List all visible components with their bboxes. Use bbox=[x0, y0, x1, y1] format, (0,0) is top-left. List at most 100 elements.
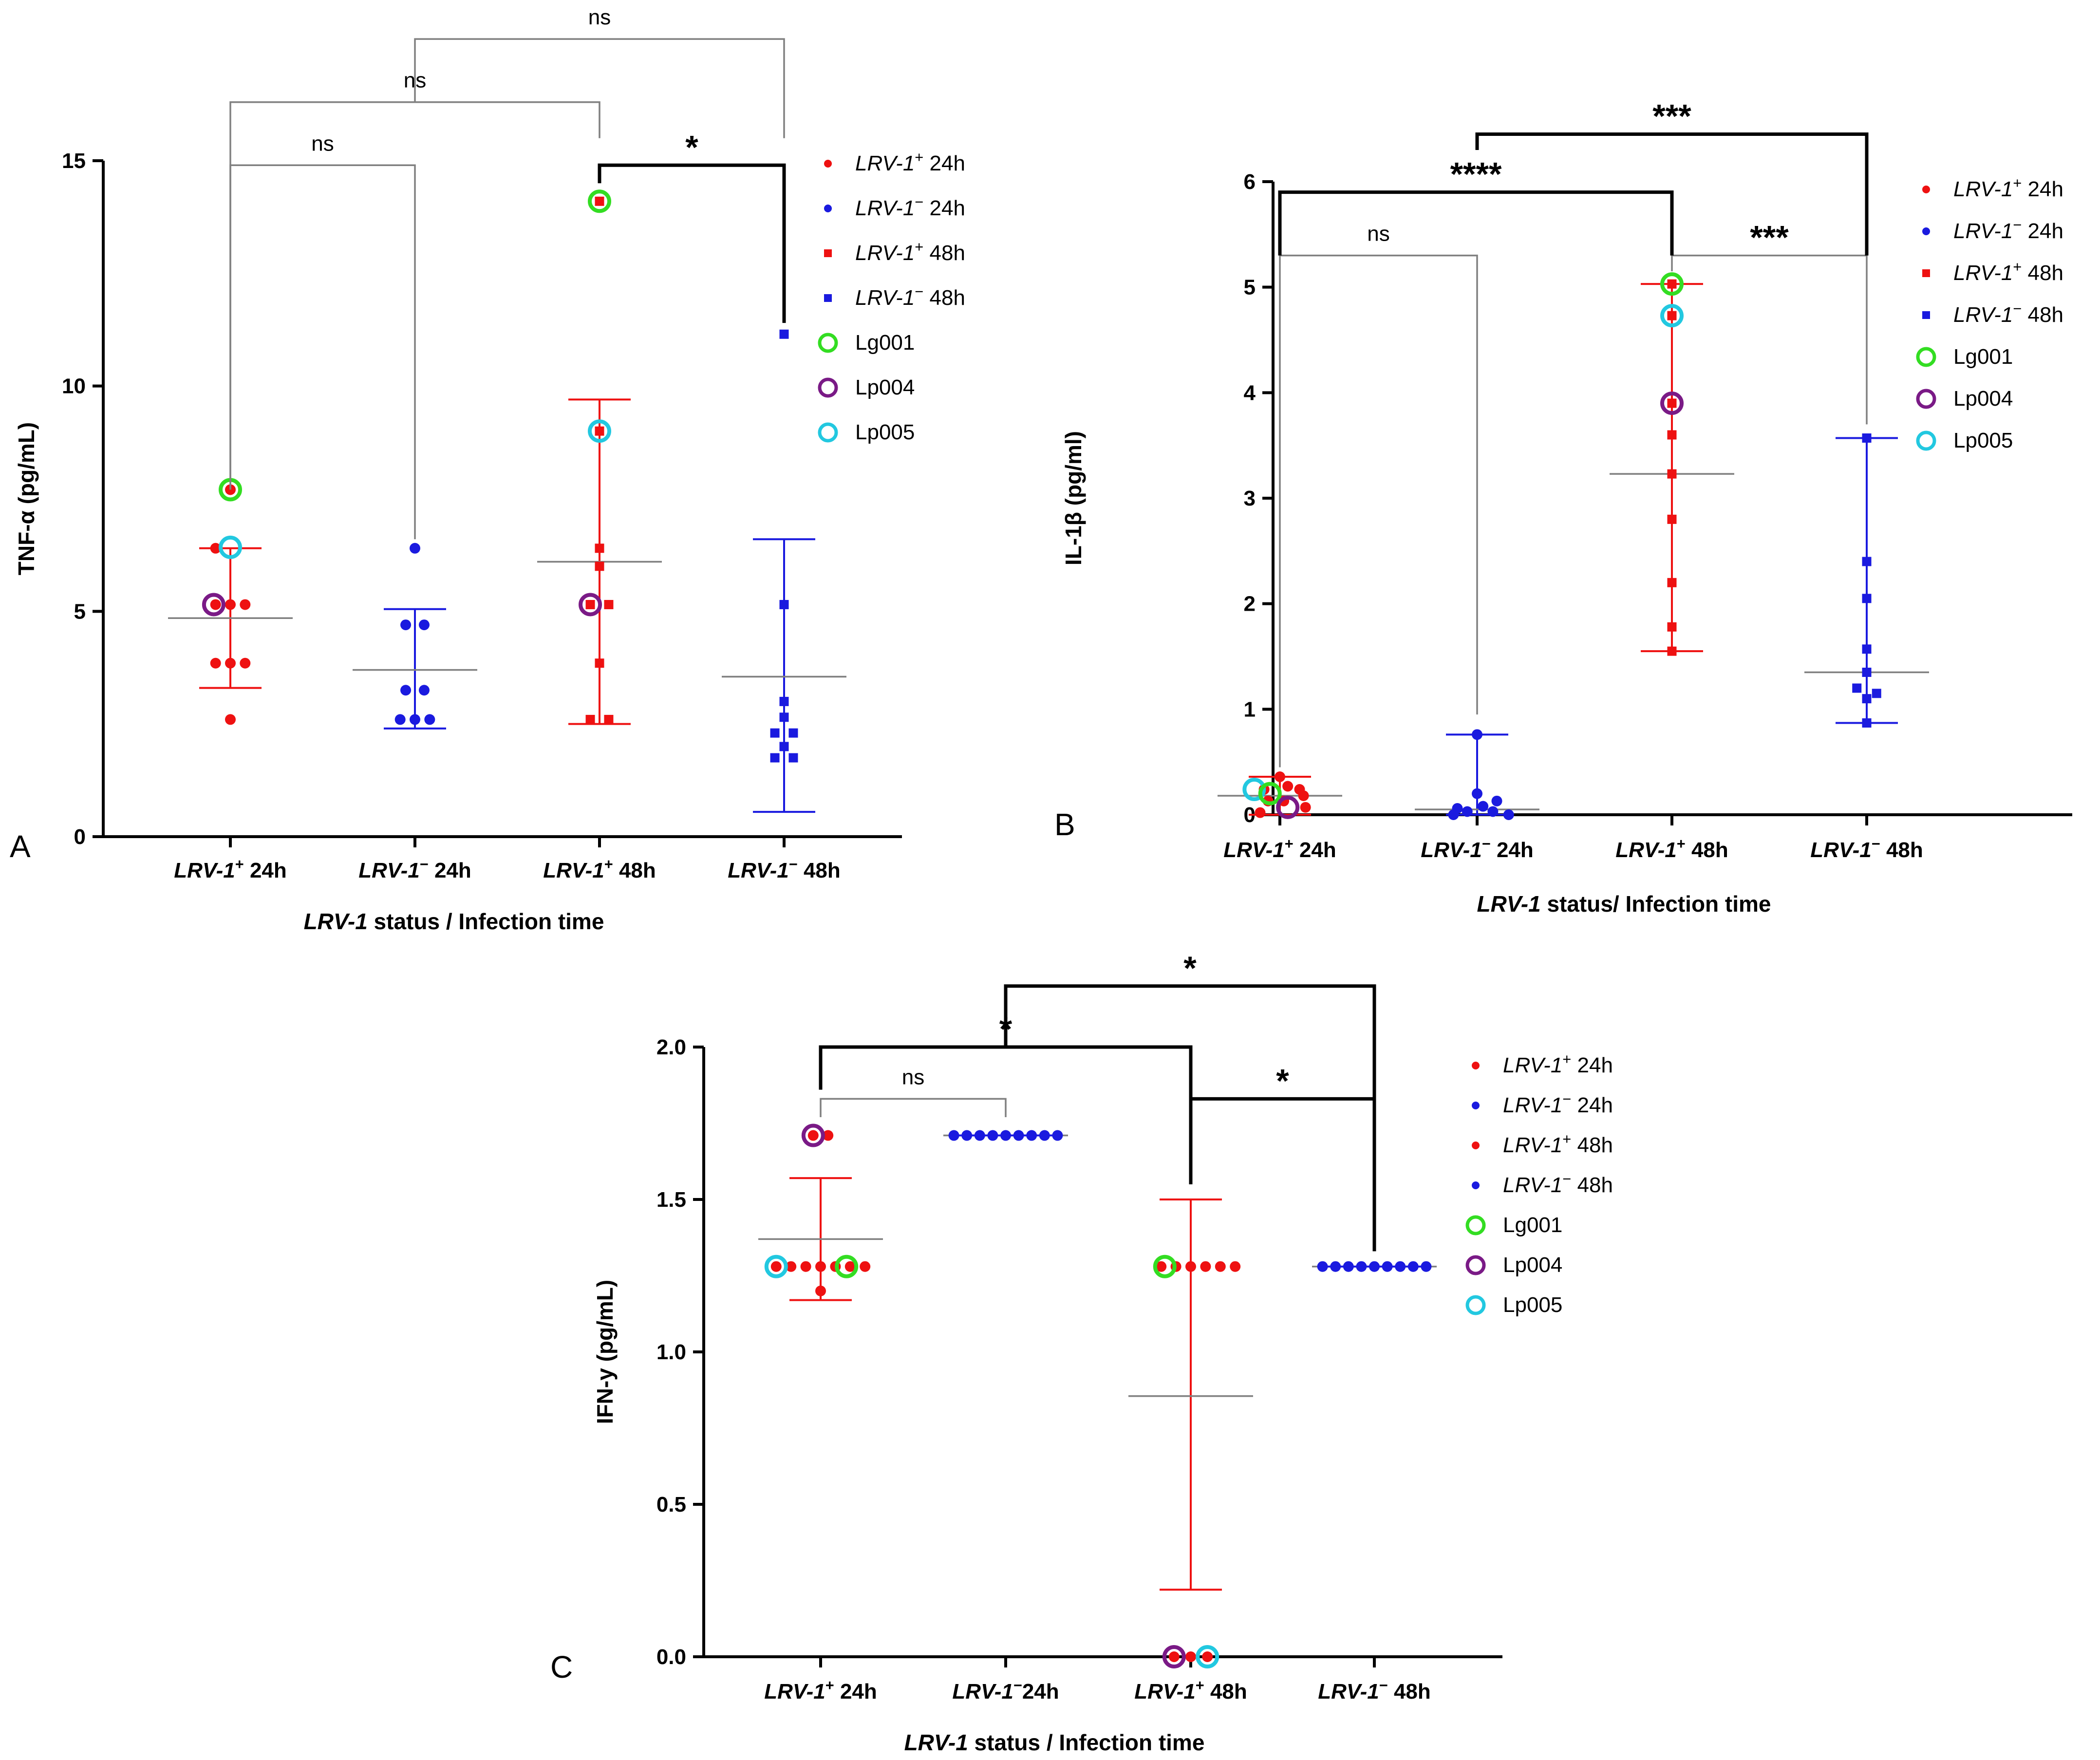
y-tick-label: 0.0 bbox=[656, 1645, 686, 1669]
data-point bbox=[240, 599, 251, 610]
data-point bbox=[788, 753, 798, 763]
significance-label: * bbox=[685, 129, 698, 166]
x-category-label-rest: 24h bbox=[1491, 838, 1534, 862]
highlight-ring-lp005 bbox=[588, 419, 611, 443]
x-category-label-sup: − bbox=[420, 856, 429, 873]
data-point bbox=[1282, 781, 1294, 792]
highlight-ring-lg001 bbox=[1153, 1254, 1177, 1278]
legend-label: LRV-1+ 24h bbox=[855, 149, 965, 176]
data-point bbox=[1185, 1261, 1196, 1272]
data-point bbox=[1667, 514, 1677, 524]
legend-marker-dot bbox=[1472, 1142, 1480, 1149]
y-tick-label: 15 bbox=[62, 149, 86, 173]
legend-label: LRV-1+ 24h bbox=[1503, 1050, 1613, 1078]
y-tick-label: 0.5 bbox=[656, 1493, 686, 1517]
series-1 bbox=[1415, 729, 1539, 820]
x-category-label-italic: LRV-1 bbox=[543, 859, 604, 882]
data-point bbox=[424, 714, 435, 725]
legend-label-italic: LRV-1 bbox=[1503, 1093, 1562, 1117]
x-category-label-rest: 48h bbox=[798, 859, 841, 882]
data-point bbox=[1862, 594, 1872, 603]
data-point bbox=[1200, 1261, 1211, 1272]
legend-label-rest: 24h bbox=[2022, 177, 2063, 201]
data-point bbox=[788, 728, 798, 738]
data-point bbox=[860, 1261, 871, 1272]
legend-marker-ring bbox=[818, 377, 838, 398]
legend-marker-square bbox=[1922, 269, 1930, 277]
legend-marker-ring bbox=[818, 333, 838, 353]
x-category-label-sup: + bbox=[1677, 835, 1686, 852]
significance-label: * bbox=[1183, 950, 1197, 987]
highlight-ring-lp005 bbox=[764, 1254, 788, 1278]
significance-bracket bbox=[1671, 254, 1868, 425]
panel-letter: B bbox=[1054, 807, 1075, 842]
data-point bbox=[394, 714, 406, 725]
legend-label-sup: − bbox=[915, 283, 923, 300]
highlight-ring-lg001 bbox=[1258, 782, 1282, 805]
significance-label: ns bbox=[588, 5, 611, 29]
legend-label: Lg001 bbox=[1953, 345, 2013, 369]
legend-label-sup: − bbox=[1562, 1090, 1571, 1107]
highlight-ring-lp004 bbox=[1660, 392, 1684, 415]
y-tick-label: 3 bbox=[1244, 487, 1256, 510]
significance-bracket bbox=[1279, 254, 1478, 768]
series-3 bbox=[722, 329, 846, 813]
x-axis-title: LRV-1 status / Infection time bbox=[304, 909, 604, 934]
x-category-label-sup: − bbox=[789, 856, 798, 873]
highlight-ring-lp004 bbox=[202, 593, 225, 617]
data-point bbox=[595, 562, 604, 571]
data-point bbox=[585, 599, 595, 609]
legend-marker-ring bbox=[1465, 1295, 1486, 1315]
data-point bbox=[823, 1130, 834, 1141]
data-point bbox=[210, 599, 221, 610]
legend-label: LRV-1− 24h bbox=[1953, 216, 2063, 243]
x-category-label: LRV-1+ 48h bbox=[1615, 835, 1728, 862]
legend-label-italic: LRV-1 bbox=[855, 151, 915, 175]
data-point bbox=[400, 619, 412, 631]
significance-label: *** bbox=[1652, 98, 1691, 135]
data-point bbox=[1872, 689, 1881, 698]
legend-marker-ring bbox=[1465, 1255, 1486, 1275]
legend-label: Lp005 bbox=[1953, 429, 2013, 452]
x-category-label-sup: + bbox=[825, 1677, 834, 1694]
data-point bbox=[779, 696, 789, 706]
data-point bbox=[770, 753, 780, 763]
series-3 bbox=[1804, 433, 1929, 728]
x-category-label-sup: − bbox=[1013, 1677, 1022, 1694]
highlight-ring-lp004 bbox=[1276, 795, 1300, 819]
data-point bbox=[1667, 430, 1677, 440]
data-point bbox=[1862, 694, 1872, 704]
data-point bbox=[595, 426, 604, 436]
data-point bbox=[1667, 469, 1677, 479]
significance-label: ns bbox=[1367, 222, 1389, 246]
significance-bracket bbox=[229, 101, 600, 490]
highlight-ring-lg001 bbox=[835, 1254, 859, 1278]
significance-label: *** bbox=[1750, 219, 1789, 256]
y-axis-title: IL-1β (pg/ml) bbox=[1061, 431, 1086, 565]
x-category-label-rest: 24h bbox=[1022, 1680, 1059, 1704]
legend-label: LRV-1− 48h bbox=[1953, 300, 2063, 327]
data-point bbox=[585, 714, 595, 724]
data-point bbox=[210, 543, 221, 554]
x-axis-title-rest: status / Infection time bbox=[368, 909, 604, 934]
data-point bbox=[1298, 790, 1309, 801]
legend-label: Lp005 bbox=[1503, 1293, 1562, 1317]
legend-marker-dot bbox=[1922, 186, 1930, 193]
series-2 bbox=[537, 196, 662, 725]
x-axis-title-italic: LRV-1 bbox=[904, 1730, 968, 1755]
x-category-label-italic: LRV-1 bbox=[1134, 1680, 1196, 1704]
legend-label-italic: LRV-1 bbox=[855, 196, 915, 220]
data-point bbox=[815, 1261, 826, 1272]
significance-bracket bbox=[1475, 132, 1869, 256]
y-tick-label: 5 bbox=[1244, 276, 1256, 300]
data-point bbox=[1230, 1261, 1241, 1272]
x-category-label-rest: 24h bbox=[834, 1680, 877, 1704]
x-category-label-italic: LRV-1 bbox=[1421, 838, 1482, 862]
x-axis-title-italic: LRV-1 bbox=[1477, 891, 1540, 917]
legend-label: LRV-1− 24h bbox=[855, 193, 965, 221]
data-point bbox=[1667, 311, 1677, 320]
data-point bbox=[1503, 809, 1514, 820]
x-category-label-italic: LRV-1 bbox=[1223, 838, 1285, 862]
